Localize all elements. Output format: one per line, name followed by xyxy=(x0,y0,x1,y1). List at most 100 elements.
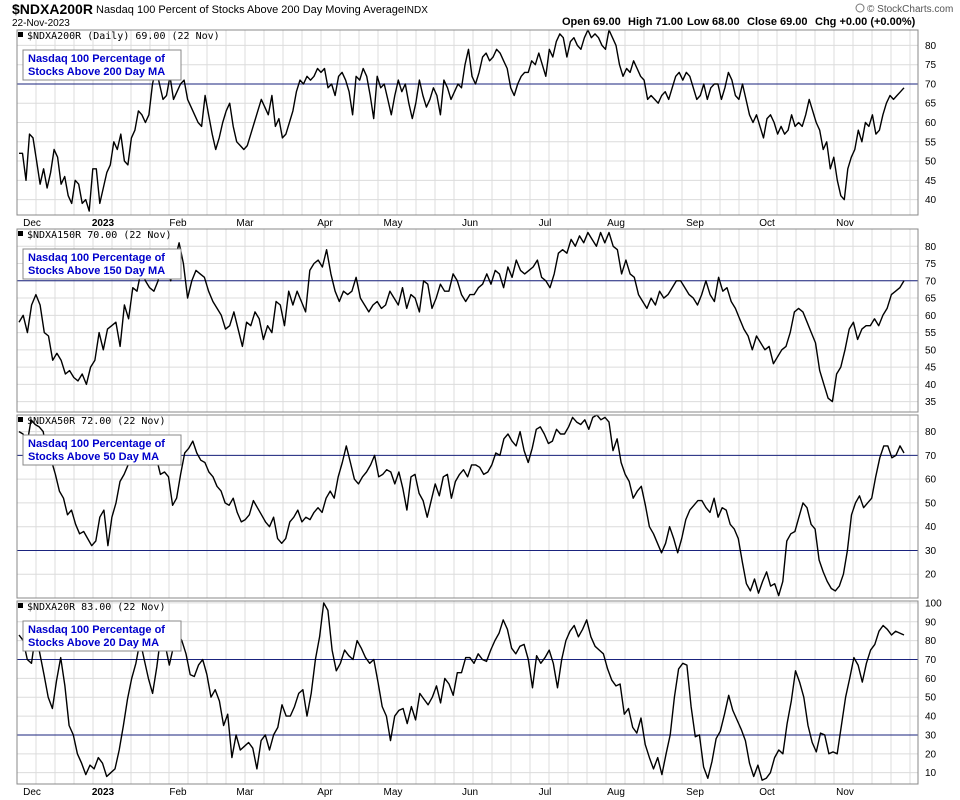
x-tick-label: Jun xyxy=(462,787,478,798)
y-tick-label: 35 xyxy=(925,397,937,408)
y-tick-label: 20 xyxy=(925,570,937,581)
x-tick-label: Dec xyxy=(23,787,41,798)
chart-panel: 35 40 45 50 55 60 65 70 75 80 $NDXA150R 70.00 (22 … xyxy=(16,228,937,413)
annotation-box xyxy=(22,248,182,280)
panel-label-marker xyxy=(18,231,23,236)
y-tick-label: 60 xyxy=(925,118,937,129)
x-tick-label: Apr xyxy=(317,787,333,798)
symbol-title: $NDXA200R xyxy=(12,1,93,17)
x-tick-label: Aug xyxy=(607,218,625,229)
x-tick-label: Mar xyxy=(236,218,254,229)
x-tick-label: Oct xyxy=(759,218,775,229)
y-tick-label: 40 xyxy=(925,712,937,723)
y-tick-label: 60 xyxy=(925,674,937,685)
y-tick-label: 65 xyxy=(925,99,937,110)
x-tick-label: Jun xyxy=(462,218,478,229)
panel-frame xyxy=(16,228,919,413)
series-line xyxy=(18,414,905,597)
y-tick-label: 80 xyxy=(925,242,937,253)
x-tick-label: 2023 xyxy=(92,218,115,229)
exchange-label: INDX xyxy=(404,5,428,16)
panel-label-marker xyxy=(18,603,23,608)
y-tick-label: 100 xyxy=(925,598,942,609)
y-tick-label: 80 xyxy=(925,427,937,438)
y-tick-label: 45 xyxy=(925,176,937,187)
annotation-box xyxy=(22,620,182,652)
annotation-box xyxy=(22,49,182,81)
annotation-text: Stocks Above 200 Day MA xyxy=(28,66,165,78)
panel-frame xyxy=(16,600,919,785)
y-tick-label: 30 xyxy=(925,730,937,741)
panel-label: $NDXA200R (Daily) 69.00 (22 Nov) xyxy=(27,31,220,42)
x-tick-label: Mar xyxy=(236,787,254,798)
credit: © StockCharts.com xyxy=(855,3,953,15)
y-tick-label: 30 xyxy=(925,546,937,557)
low-value: Low 68.00 xyxy=(687,16,740,28)
x-tick-label: Jul xyxy=(539,218,552,229)
y-tick-label: 80 xyxy=(925,41,937,52)
y-tick-label: 70 xyxy=(925,276,937,287)
y-tick-label: 55 xyxy=(925,137,937,148)
panel-frame xyxy=(16,29,919,216)
y-tick-label: 60 xyxy=(925,311,937,322)
index-name: Nasdaq 100 Percent of Stocks Above 200 D… xyxy=(96,4,404,16)
series-line xyxy=(19,29,905,212)
y-tick-label: 60 xyxy=(925,475,937,486)
x-tick-label: May xyxy=(384,218,403,229)
panel-label: $NDXA150R 70.00 (22 Nov) xyxy=(27,230,172,241)
panel-label-marker xyxy=(18,32,23,37)
annotation-box xyxy=(22,434,182,466)
y-tick-label: 10 xyxy=(925,768,937,779)
chart-panel: 10 20 30 40 50 60 70 80 90 100 $NDXA20R 83.00 (22 … xyxy=(16,598,942,798)
x-tick-label: Dec xyxy=(23,218,41,229)
annotation-text: Nasdaq 100 Percentage of xyxy=(28,624,165,636)
y-tick-label: 45 xyxy=(925,363,937,374)
y-tick-label: 50 xyxy=(925,498,937,509)
x-tick-label: May xyxy=(384,787,403,798)
annotation-text: Nasdaq 100 Percentage of xyxy=(28,438,165,450)
x-tick-label: 2023 xyxy=(92,787,115,798)
annotation-text: Stocks Above 20 Day MA xyxy=(28,637,159,649)
y-tick-label: 70 xyxy=(925,451,937,462)
y-tick-label: 65 xyxy=(925,294,937,305)
x-tick-label: Nov xyxy=(836,218,854,229)
open-value: Open 69.00 xyxy=(562,16,621,28)
x-tick-label: Aug xyxy=(607,787,625,798)
y-tick-label: 40 xyxy=(925,380,937,391)
change-value: Chg +0.00 (+0.00%) xyxy=(815,16,916,28)
close-value: Close 69.00 xyxy=(747,16,808,28)
chart-panel: 40 45 50 55 60 65 70 75 80 $NDXA200R (Daily) 69.0… xyxy=(16,29,937,229)
annotation-text: Stocks Above 150 Day MA xyxy=(28,265,165,277)
panel-label-marker xyxy=(18,417,23,422)
stockcharts-logo-icon xyxy=(855,3,865,13)
y-tick-label: 70 xyxy=(925,79,937,90)
credit-text: © StockCharts.com xyxy=(867,4,953,15)
y-tick-label: 40 xyxy=(925,195,937,206)
y-tick-label: 75 xyxy=(925,60,937,71)
y-tick-label: 20 xyxy=(925,749,937,760)
y-tick-label: 70 xyxy=(925,655,937,666)
x-tick-label: Jul xyxy=(539,787,552,798)
y-tick-label: 40 xyxy=(925,522,937,533)
x-tick-label: Feb xyxy=(169,218,187,229)
x-tick-label: Oct xyxy=(759,787,775,798)
chart-header: $NDXA200R Nasdaq 100 Percent of Stocks A… xyxy=(12,1,953,29)
panel-label: $NDXA20R 83.00 (22 Nov) xyxy=(27,602,165,613)
x-tick-label: Sep xyxy=(686,787,704,798)
y-tick-label: 80 xyxy=(925,636,937,647)
y-tick-label: 55 xyxy=(925,328,937,339)
x-tick-label: Feb xyxy=(169,787,187,798)
chart-panel: 20 30 40 50 60 70 80 $NDXA50R 72.00 (22 Nov) Nas… xyxy=(16,414,937,599)
annotation-text: Nasdaq 100 Percentage of xyxy=(28,53,165,65)
y-tick-label: 50 xyxy=(925,157,937,168)
y-tick-label: 90 xyxy=(925,617,937,628)
annotation-text: Stocks Above 50 Day MA xyxy=(28,451,159,463)
panel-label: $NDXA50R 72.00 (22 Nov) xyxy=(27,416,165,427)
chart-date: 22-Nov-2023 xyxy=(12,18,70,29)
y-tick-label: 75 xyxy=(925,259,937,270)
annotation-text: Nasdaq 100 Percentage of xyxy=(28,252,165,264)
panel-frame xyxy=(16,414,919,599)
y-tick-label: 50 xyxy=(925,345,937,356)
y-tick-label: 50 xyxy=(925,693,937,704)
